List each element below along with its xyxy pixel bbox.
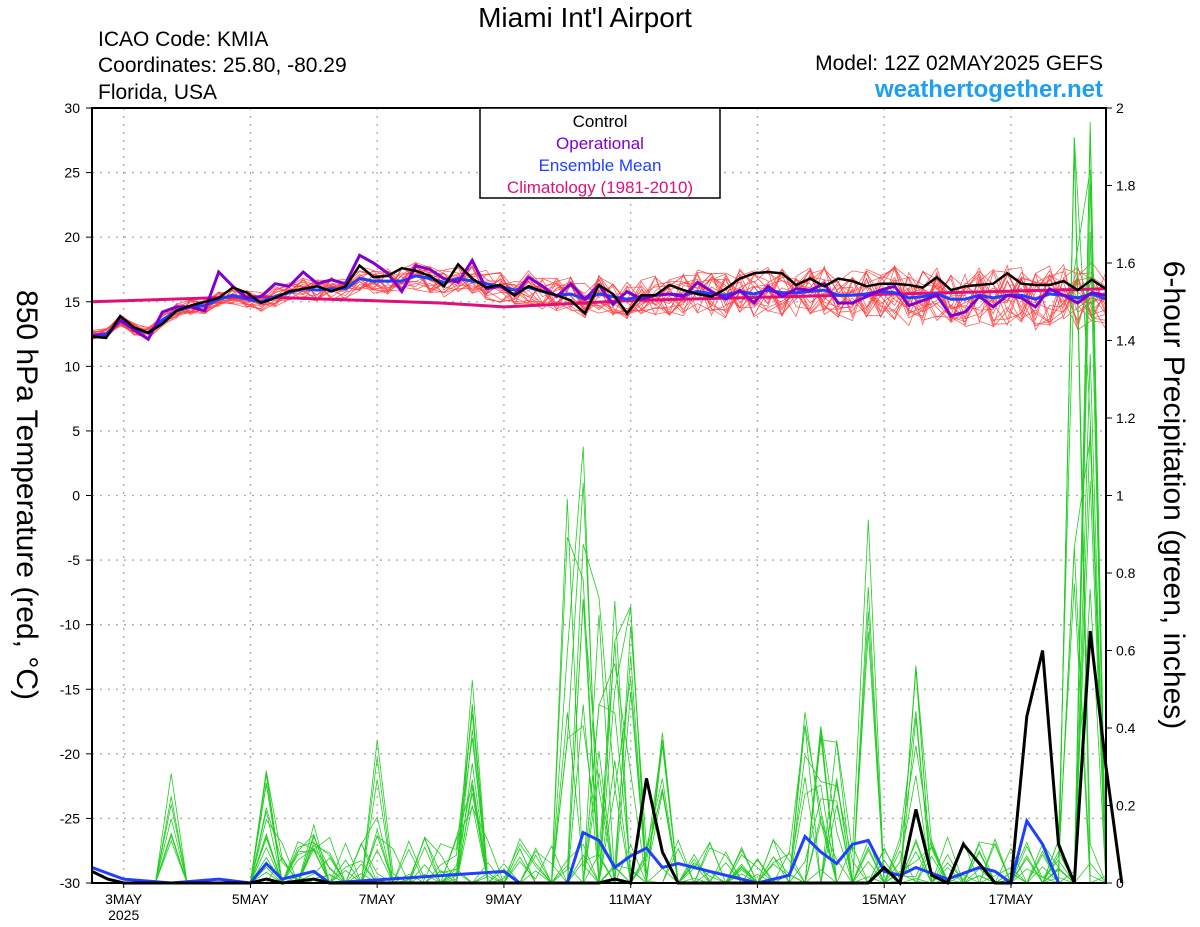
precip-member-line <box>92 231 1107 884</box>
temp-member-line <box>91 263 1107 339</box>
y-right-tick-label: 1.2 <box>1116 410 1136 426</box>
precip-member-line <box>92 437 1107 884</box>
y-left-tick-label: -20 <box>60 746 80 762</box>
x-tick-sublabel: 2025 <box>108 907 139 923</box>
y-right-tick-label: 0.8 <box>1116 565 1136 581</box>
y-left-tick-label: -25 <box>60 810 80 826</box>
coordinates: Coordinates: 25.80, -80.29 <box>98 54 347 77</box>
y-left-tick-label: 20 <box>64 229 80 245</box>
y-left-tick-label: 15 <box>64 294 80 310</box>
x-tick-label: 3MAY <box>105 891 143 907</box>
precip-member-line <box>92 137 1107 885</box>
y-right-tick-label: 0.4 <box>1116 720 1136 736</box>
y-right-tick-label: 1.4 <box>1116 333 1136 349</box>
x-tick-label: 17MAY <box>989 891 1035 907</box>
site-link[interactable]: weathertogether.net <box>874 76 1103 103</box>
control-temp-line <box>91 262 1107 340</box>
y-right-tick-label: 0.2 <box>1116 798 1136 814</box>
legend-box <box>479 107 721 199</box>
y-left-tick-label: 30 <box>64 100 80 116</box>
axis-ticks: 302520151050-5-10-15-20-25-3021.81.61.41… <box>60 100 1136 923</box>
region: Florida, USA <box>98 81 218 104</box>
chart-title: Miami Int'l Airport <box>478 2 692 33</box>
precip-member-line <box>92 583 1107 884</box>
y-right-tick-label: 1 <box>1116 488 1124 504</box>
ensemble-mean-precip-line <box>91 817 1060 886</box>
legend-entry: Climatology (1981-2010) <box>507 178 693 197</box>
temp-member-line <box>91 265 1106 339</box>
precip-member-line <box>92 482 1107 884</box>
model-run: Model: 12Z 02MAY2025 GEFS <box>815 52 1103 75</box>
y-right-tick-label: 1.8 <box>1116 178 1136 194</box>
precip-member-line <box>92 134 1107 884</box>
precip-member-line <box>92 121 1107 885</box>
y-right-tick-label: 2 <box>1116 100 1124 116</box>
x-tick-label: 7MAY <box>359 891 397 907</box>
y-left-tick-label: -15 <box>60 681 80 697</box>
precip-member-line <box>92 183 1107 884</box>
y-left-tick-label: 0 <box>72 488 80 504</box>
x-tick-label: 13MAY <box>735 891 781 907</box>
y-left-tick-label: -30 <box>60 875 80 891</box>
temp-member-line <box>91 262 1107 336</box>
precip-member-line <box>92 446 1106 884</box>
icao-code: ICAO Code: KMIA <box>98 28 269 51</box>
legend-entry: Control <box>573 112 628 131</box>
x-tick-label: 15MAY <box>862 891 908 907</box>
precip-member-line <box>92 641 1106 885</box>
temp-member-line <box>91 269 1107 337</box>
legend-entry: Ensemble Mean <box>539 156 662 175</box>
y-left-tick-label: 10 <box>64 358 80 374</box>
x-tick-label: 9MAY <box>485 891 523 907</box>
grid <box>92 108 1106 883</box>
temp-member-line <box>91 263 1107 337</box>
y-right-tick-label: 1.6 <box>1116 255 1136 271</box>
legend: Control Operational Ensemble Mean Climatolo… <box>479 107 721 199</box>
legend-entry: Operational <box>556 134 644 153</box>
y-right-tick-label: 0 <box>1116 875 1124 891</box>
ensemble-members <box>91 121 1107 885</box>
y-left-tick-label: 5 <box>72 423 80 439</box>
y-left-tick-label: 25 <box>64 165 80 181</box>
y-left-tick-label: -5 <box>68 552 81 568</box>
y-right-tick-label: 0.6 <box>1116 643 1136 659</box>
y-left-tick-label: -10 <box>60 617 80 633</box>
precip-member-line <box>92 480 1107 885</box>
x-tick-label: 11MAY <box>609 891 653 907</box>
precip-member-line <box>92 137 1107 885</box>
x-tick-label: 5MAY <box>232 891 270 907</box>
